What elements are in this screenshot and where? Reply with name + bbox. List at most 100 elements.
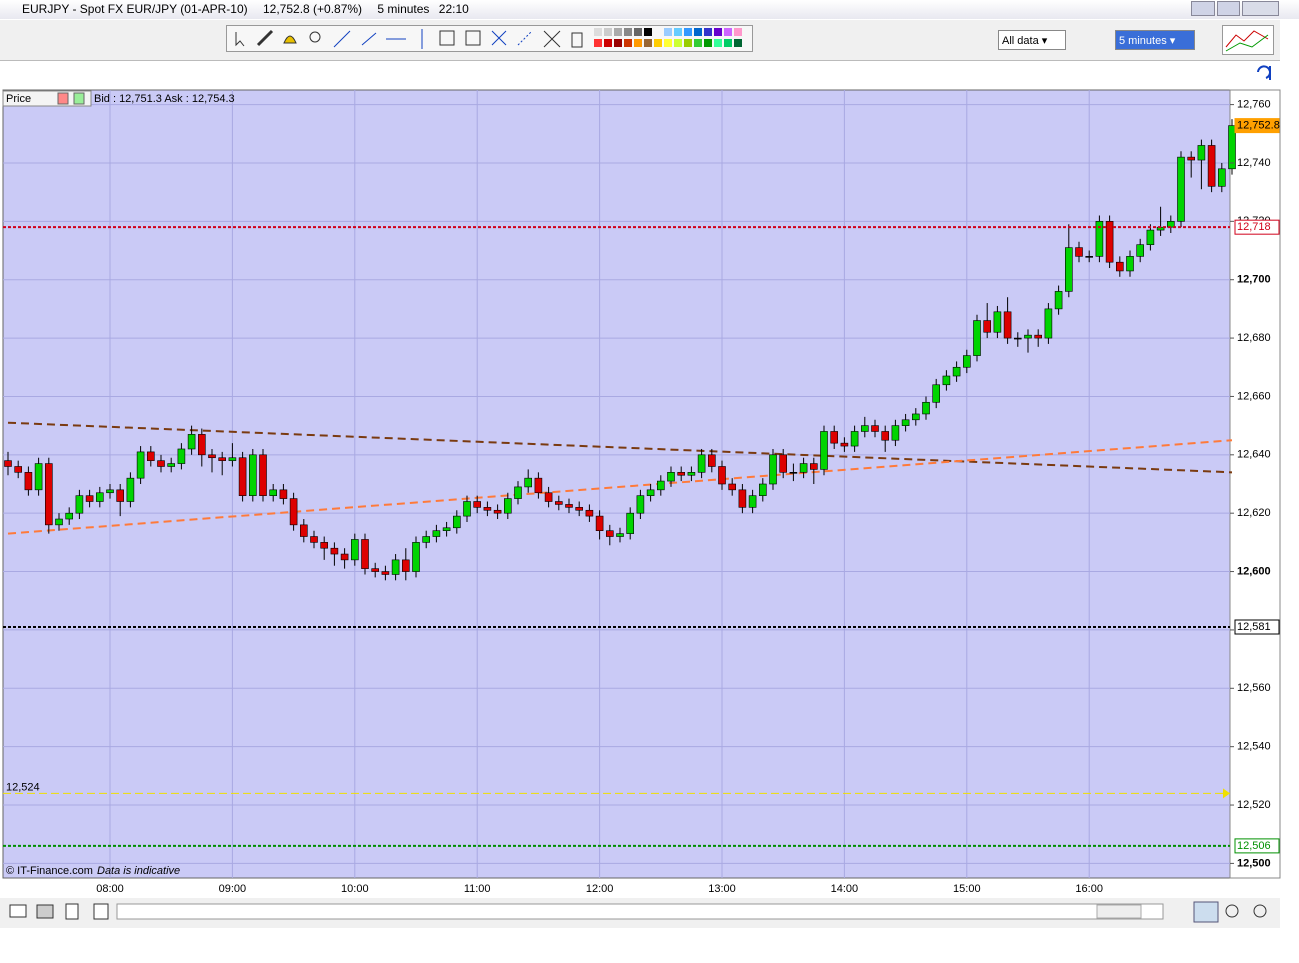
trend-tool[interactable] <box>517 30 533 46</box>
x-tick-label: 08:00 <box>96 883 124 895</box>
candle-body <box>850 431 859 447</box>
candle-body <box>4 460 12 467</box>
candle-body <box>1024 334 1032 339</box>
candle-body <box>75 495 84 514</box>
bottom-toolbar <box>0 898 1280 928</box>
candle-body <box>422 536 431 543</box>
restore-button[interactable] <box>1216 1 1241 16</box>
candle-body <box>554 501 563 505</box>
candle-body <box>973 320 981 356</box>
candle-body <box>34 463 43 491</box>
candle-body <box>44 463 53 526</box>
candle-body <box>993 311 1002 333</box>
tools-tool[interactable] <box>543 30 561 48</box>
candle-body <box>24 472 33 491</box>
close-button[interactable] <box>1242 1 1280 16</box>
tool-frame <box>226 25 753 52</box>
candle-body <box>565 504 573 508</box>
candle-body <box>1187 156 1195 161</box>
scrollbar[interactable] <box>116 903 1164 920</box>
candle-body <box>330 547 339 555</box>
text-tool[interactable] <box>465 30 481 46</box>
zoom-in-button[interactable] <box>1253 904 1267 918</box>
candle-body <box>55 518 63 526</box>
window-interval: 5 minutes <box>377 2 430 16</box>
candle-body <box>157 460 165 467</box>
toolbar: All data ▾ 5 minutes ▾ <box>0 20 1280 61</box>
y-tick-label: 12,640 <box>1237 449 1271 461</box>
candle-body <box>514 486 522 499</box>
level-tag <box>1234 838 1280 854</box>
candle-body <box>310 536 318 543</box>
candle-body <box>687 472 696 476</box>
legend-up[interactable] <box>73 92 85 105</box>
candle-body <box>401 559 410 572</box>
candle-body <box>646 489 655 496</box>
zoom-fit-button[interactable] <box>1193 901 1219 923</box>
candle-body <box>1054 291 1063 310</box>
level-label: 12,718 <box>1237 221 1271 233</box>
candle-body <box>1197 145 1206 161</box>
candle-body <box>1218 168 1226 187</box>
pointer-tool[interactable] <box>235 32 245 47</box>
candle-body <box>922 401 930 415</box>
y-tick-label: 12,740 <box>1237 157 1271 169</box>
candle-body <box>1207 145 1216 187</box>
candle-body <box>463 501 471 517</box>
candle-body <box>1034 334 1042 339</box>
ruler-tool[interactable] <box>256 29 274 47</box>
candle-body <box>412 542 420 572</box>
candle-body <box>483 507 492 511</box>
candle-body <box>779 454 788 473</box>
candle-body <box>932 384 941 403</box>
print-button[interactable] <box>36 904 54 919</box>
candle-body <box>738 489 747 508</box>
sheet-button[interactable] <box>93 903 109 920</box>
chart-type-button[interactable] <box>1222 25 1274 55</box>
fib-tool[interactable] <box>439 30 455 46</box>
candle-body <box>126 477 135 502</box>
candle-body <box>789 472 798 474</box>
candle-body <box>942 375 951 386</box>
channel-tool[interactable] <box>491 30 507 46</box>
range-value: All data <box>1002 35 1039 47</box>
candle-body <box>748 495 757 508</box>
level-tag <box>1234 619 1280 635</box>
interval-value: 5 minutes <box>1119 35 1167 47</box>
y-tick-label: 12,540 <box>1237 741 1271 753</box>
mail-button[interactable] <box>9 904 27 918</box>
window-buttons <box>1191 1 1280 16</box>
level-arrow <box>1223 788 1230 799</box>
candle-body <box>667 472 675 482</box>
export-button[interactable] <box>65 903 79 920</box>
legend-close[interactable] <box>57 92 69 105</box>
y-tick-label: 12,600 <box>1237 565 1271 577</box>
candle-body <box>198 434 206 456</box>
interval-select[interactable]: 5 minutes ▾ <box>1115 30 1195 50</box>
candle-body <box>361 539 369 569</box>
candle-body <box>1177 156 1185 222</box>
zoom-out-button[interactable] <box>1225 904 1239 918</box>
delete-tool[interactable] <box>571 32 583 48</box>
zoom-tool[interactable] <box>309 31 321 43</box>
candle-body <box>860 425 869 432</box>
scroll-thumb[interactable] <box>1096 904 1142 919</box>
candle-body <box>1167 221 1175 228</box>
candle-body <box>769 454 777 485</box>
candle-body <box>758 483 767 496</box>
candle-body <box>1075 247 1083 257</box>
candle-body <box>493 509 502 514</box>
range-select[interactable]: All data ▾ <box>998 30 1066 50</box>
alert-tool[interactable] <box>283 35 297 44</box>
line-tool[interactable] <box>333 30 351 48</box>
footer-source: © IT-Finance.com <box>6 865 93 877</box>
minimize-button[interactable] <box>1191 1 1215 16</box>
candle-body <box>259 454 267 496</box>
legend-box <box>2 90 92 107</box>
ray-tool[interactable] <box>361 32 377 46</box>
candle-body <box>442 527 451 531</box>
y-tick-label: 12,760 <box>1237 98 1271 110</box>
window-price: 12,752.8 (+0.87%) <box>262 2 363 16</box>
y-tick-label: 12,560 <box>1237 682 1271 694</box>
candle-body <box>1105 221 1114 263</box>
